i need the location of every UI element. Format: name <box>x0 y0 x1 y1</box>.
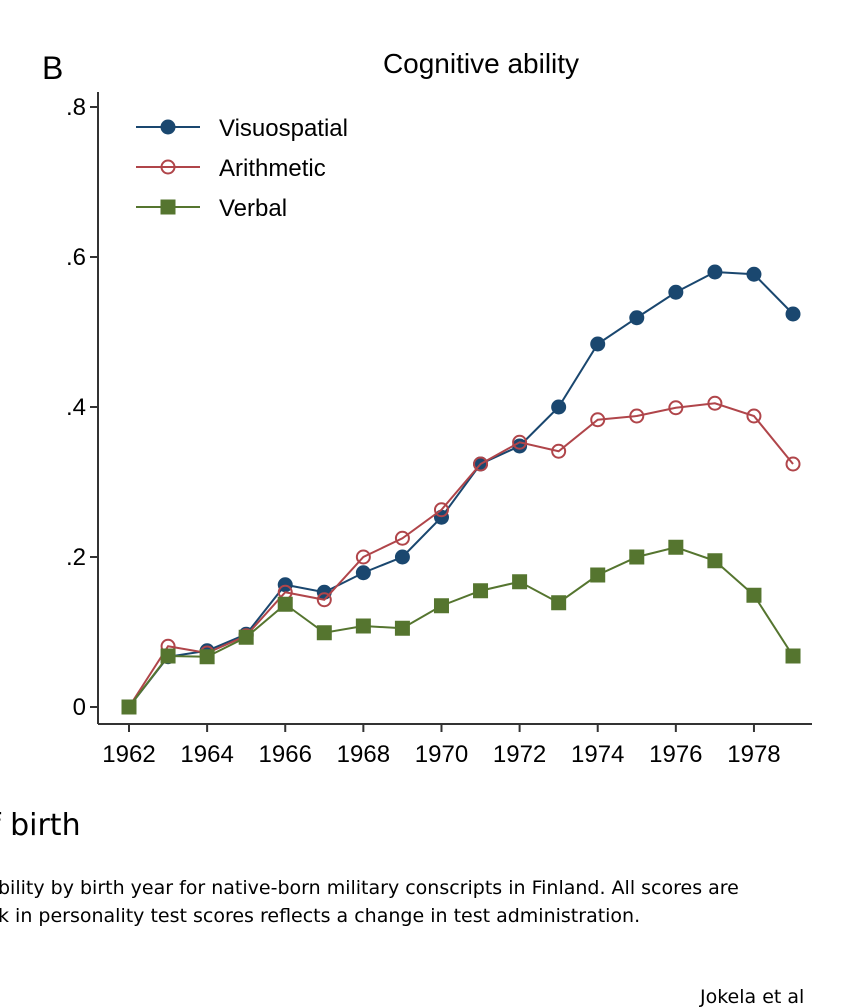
data-point <box>551 595 567 611</box>
y-tick-label: 0 <box>73 694 86 721</box>
y-tick-label: .8 <box>66 94 86 121</box>
data-point <box>355 565 371 581</box>
legend-marker <box>160 119 176 135</box>
line-chart: 0 .2 .4 .6 .8 1962 1964 1966 1968 1970 1972 1974 197… <box>66 92 812 768</box>
data-point <box>785 306 801 322</box>
data-point <box>316 592 332 608</box>
x-tick-label: 1966 <box>259 741 312 768</box>
data-point <box>785 456 801 472</box>
x-tick-label: 1970 <box>415 741 468 768</box>
legend-marker <box>160 159 176 175</box>
data-point <box>590 567 606 583</box>
caption-line-2: k in personality test scores reflects a … <box>0 905 641 927</box>
data-point <box>355 549 371 565</box>
series-line <box>128 270 794 708</box>
data-point <box>785 648 801 664</box>
data-point <box>668 284 684 300</box>
data-point <box>707 395 723 411</box>
series-line <box>128 546 794 708</box>
data-point <box>473 456 489 472</box>
data-point <box>394 620 410 636</box>
x-axis-label-fragment: f birth <box>0 808 81 843</box>
legend-marker <box>160 199 176 215</box>
data-point <box>355 618 371 634</box>
data-point <box>746 266 762 282</box>
data-point <box>629 408 645 424</box>
x-tick-label: 1976 <box>649 741 702 768</box>
data-point <box>238 629 254 645</box>
series-line <box>128 402 794 708</box>
data-point <box>316 625 332 641</box>
data-point <box>629 549 645 565</box>
data-point <box>512 574 528 590</box>
data-point <box>590 336 606 352</box>
data-point <box>160 648 176 664</box>
credit: Jokela et al <box>700 986 805 1008</box>
data-point <box>394 549 410 565</box>
chart-title: Cognitive ability <box>382 48 580 79</box>
data-point <box>551 443 567 459</box>
data-point <box>746 587 762 603</box>
y-tick-label: .4 <box>66 394 86 421</box>
x-tick-label: 1964 <box>180 741 233 768</box>
data-point <box>629 310 645 326</box>
x-tick-label: 1968 <box>337 741 390 768</box>
data-point <box>199 649 215 665</box>
data-point <box>551 399 567 415</box>
data-point <box>668 400 684 416</box>
data-point <box>707 264 723 280</box>
data-point <box>394 530 410 546</box>
y-tick-label: .6 <box>66 244 86 271</box>
legend-label: Visuospatial <box>219 115 348 142</box>
x-tick-label: 1962 <box>102 741 155 768</box>
series-visuospatial <box>121 264 801 715</box>
x-tick-label: 1978 <box>727 741 780 768</box>
legend-label: Verbal <box>219 195 287 222</box>
legend-label: Arithmetic <box>219 155 326 182</box>
data-point <box>433 502 449 518</box>
data-point <box>512 434 528 450</box>
data-point <box>668 539 684 555</box>
data-point <box>746 408 762 424</box>
data-point <box>121 699 137 715</box>
panel-label: B <box>42 50 64 86</box>
caption-line-1: bility by birth year for native-born mil… <box>0 877 739 899</box>
x-tick-label: 1974 <box>571 741 624 768</box>
data-point <box>277 596 293 612</box>
y-tick-label: .2 <box>66 544 86 571</box>
data-point <box>707 553 723 569</box>
series-verbal <box>121 539 801 715</box>
data-point <box>590 412 606 428</box>
data-point <box>433 598 449 614</box>
x-tick-label: 1972 <box>493 741 546 768</box>
data-point <box>473 583 489 599</box>
